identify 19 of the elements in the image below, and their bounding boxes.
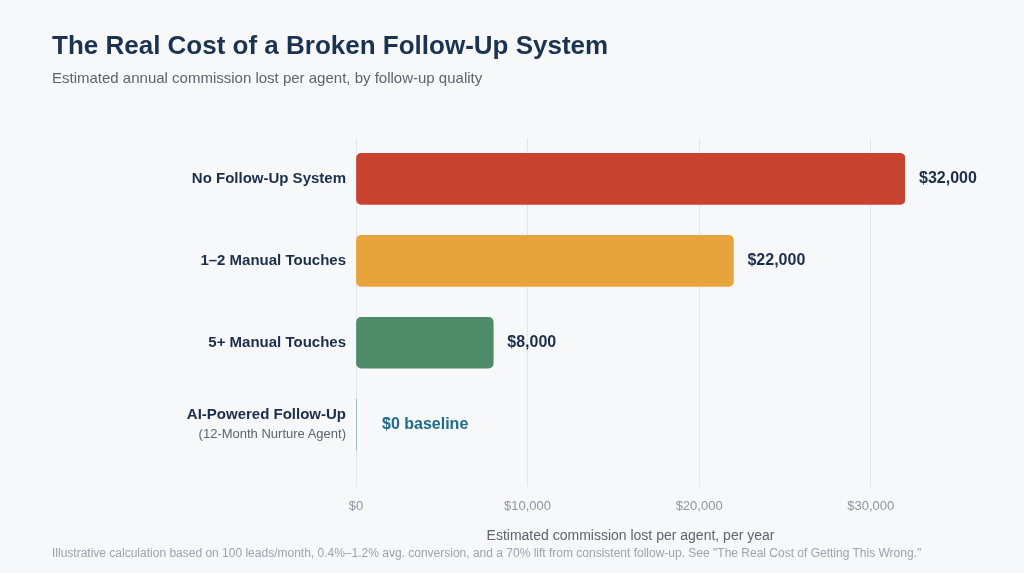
x-tick-label: $30,000 [847, 497, 895, 513]
chart-title: The Real Cost of a Broken Follow-Up System [52, 30, 609, 61]
bar [356, 153, 905, 205]
data-label: $0 baseline [382, 415, 469, 433]
chart-subtitle: Estimated annual commission lost per agent, by follow-up quality [52, 69, 483, 86]
bar [356, 235, 734, 287]
data-label: $8,000 [507, 333, 557, 351]
y-tick-label: AI-Powered Follow-Up (12-Month Nurture Agent) [186, 404, 346, 442]
data-label: $32,000 [919, 169, 977, 187]
data-label: $22,000 [747, 251, 806, 269]
bar [356, 316, 494, 369]
x-tick-label: $20,000 [675, 497, 723, 513]
y-tick-label: No Follow-Up System [191, 169, 346, 187]
x-axis-title: Estimated commission lost per agent, per year [486, 527, 775, 544]
x-tick-label: $0 [348, 497, 364, 513]
y-tick-label: 5+ Manual Touches [208, 332, 346, 350]
text: Illustrative calculation based on 100 leads/month, 0.4%–1.2% avg. conversion, and a 70% lift from consistent follow-up. See "The Real Cost of Getting This Wrong." [52, 546, 922, 560]
x-tick-label: $10,000 [504, 497, 552, 513]
y-tick-label: 1–2 Manual Touches [200, 250, 346, 268]
